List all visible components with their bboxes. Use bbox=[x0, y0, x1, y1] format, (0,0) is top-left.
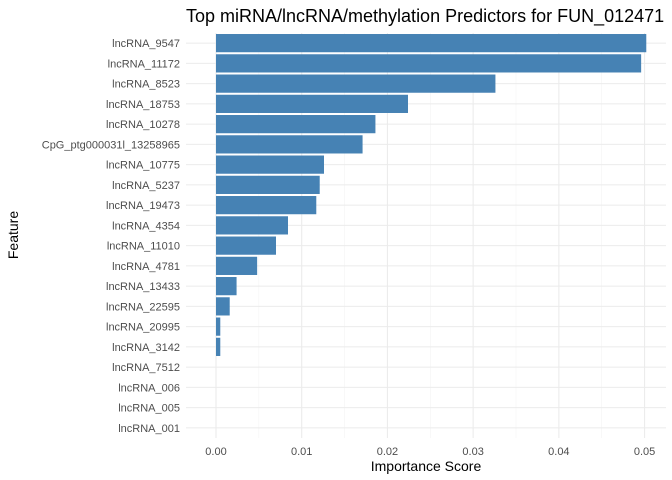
x-tick-label: 0.03 bbox=[462, 446, 483, 458]
y-tick-label: lncRNA_11172 bbox=[108, 58, 180, 70]
x-tick-label: 0.01 bbox=[291, 446, 312, 458]
y-tick-label: lncRNA_9547 bbox=[112, 38, 180, 50]
y-tick-label: lncRNA_4354 bbox=[112, 220, 180, 232]
bar-lncRNA_9547 bbox=[216, 34, 647, 53]
x-axis-title: Importance Score bbox=[371, 458, 482, 474]
bar-lncRNA_4354 bbox=[216, 216, 288, 235]
bar-lncRNA_13433 bbox=[216, 277, 237, 296]
bar-lncRNA_19473 bbox=[216, 196, 317, 215]
y-tick-label: lncRNA_5237 bbox=[112, 180, 180, 192]
bar-lncRNA_4781 bbox=[216, 256, 258, 275]
x-tick-labels: 0.00 0.01 0.02 0.03 0.04 0.05 bbox=[205, 446, 655, 458]
y-tick-label: lncRNA_19473 bbox=[106, 200, 180, 212]
y-tick-label: CpG_ptg000031l_13258965 bbox=[42, 139, 180, 151]
y-axis-title: Feature bbox=[5, 211, 21, 259]
y-tick-label: lncRNA_005 bbox=[118, 403, 180, 415]
chart-title: Top miRNA/lncRNA/methylation Predictors … bbox=[186, 6, 664, 27]
bar-lncRNA_10775 bbox=[216, 155, 324, 174]
y-tick-label: lncRNA_4781 bbox=[112, 261, 180, 273]
y-tick-label: lncRNA_13433 bbox=[106, 281, 180, 293]
x-tick-label: 0.02 bbox=[377, 446, 398, 458]
x-tick-label: 0.04 bbox=[548, 446, 569, 458]
bar-lncRNA_11010 bbox=[216, 236, 276, 255]
bar-lncRNA_20995 bbox=[216, 317, 221, 336]
bars bbox=[216, 34, 647, 356]
y-tick-label: lncRNA_006 bbox=[118, 382, 180, 394]
y-tick-label: lncRNA_22595 bbox=[106, 301, 180, 313]
y-tick-label: lncRNA_10278 bbox=[106, 119, 180, 131]
y-tick-label: lncRNA_10775 bbox=[106, 160, 180, 172]
y-tick-labels: lncRNA_9547 lncRNA_11172 lncRNA_8523 lncRNA… bbox=[42, 38, 180, 435]
bar-lncRNA_3142 bbox=[216, 337, 221, 356]
y-tick-label: lncRNA_18753 bbox=[106, 99, 180, 111]
x-tick-label: 0.05 bbox=[634, 446, 655, 458]
bar-CpG_ptg000031l_13258965 bbox=[216, 135, 363, 154]
bar-lncRNA_5237 bbox=[216, 175, 320, 194]
y-tick-label: lncRNA_20995 bbox=[106, 322, 180, 334]
y-tick-label: lncRNA_8523 bbox=[112, 79, 180, 91]
y-tick-label: lncRNA_001 bbox=[118, 423, 180, 435]
grid-lines bbox=[186, 33, 666, 438]
bar-lncRNA_10278 bbox=[216, 115, 376, 134]
y-tick-label: lncRNA_7512 bbox=[112, 362, 180, 374]
y-tick-label: lncRNA_11010 bbox=[107, 241, 180, 253]
x-tick-label: 0.00 bbox=[205, 446, 226, 458]
bar-lncRNA_11172 bbox=[216, 54, 642, 73]
bar-lncRNA_22595 bbox=[216, 297, 230, 316]
bar-lncRNA_18753 bbox=[216, 94, 408, 113]
bar-lncRNA_8523 bbox=[216, 74, 496, 93]
y-tick-label: lncRNA_3142 bbox=[112, 342, 180, 354]
